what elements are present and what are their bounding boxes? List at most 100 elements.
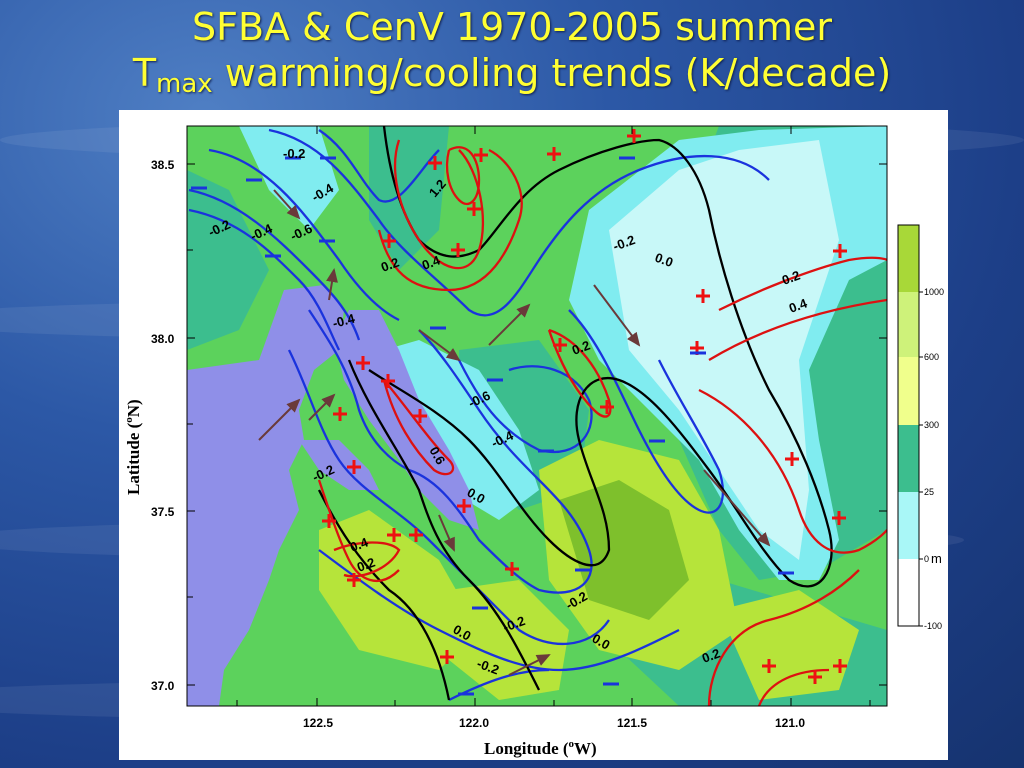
wind-arrow bbox=[258, 398, 301, 441]
contour-label: -0.4 bbox=[331, 310, 357, 330]
warming-station-marker bbox=[505, 562, 519, 576]
warming-station-marker bbox=[382, 234, 396, 248]
warming-station-marker bbox=[381, 374, 395, 388]
warming-station-marker bbox=[451, 243, 465, 257]
wind-arrow bbox=[508, 654, 551, 676]
warming-station-marker bbox=[347, 573, 361, 587]
cooling-contour bbox=[287, 349, 610, 646]
colorbar-tick-label: -100 bbox=[924, 621, 942, 631]
zero-contour bbox=[368, 126, 833, 588]
contour-label: 0.2 bbox=[379, 255, 401, 275]
contour-label: 0.4 bbox=[348, 534, 371, 555]
x-axis-label: Longitude (oW) bbox=[484, 738, 597, 758]
warming-station-marker bbox=[467, 202, 481, 216]
x-tick-labels: 122.5 122.0 121.5 121.0 bbox=[303, 716, 805, 730]
colorbar-tick-label: 25 bbox=[924, 487, 934, 497]
warming-contour bbox=[445, 146, 481, 206]
cooling-contour bbox=[268, 128, 770, 317]
warming-station-marker bbox=[553, 338, 567, 352]
cooling-contour bbox=[318, 549, 680, 672]
warming-station-marker bbox=[413, 409, 427, 423]
map-svg: -0.2 -0.4 -0.2 -0.4 -0.6 1.2 0.2 0.4 -0.… bbox=[123, 125, 944, 758]
cooling-stations bbox=[191, 156, 794, 696]
elevation-colorbar: 1000 600 300 25 0 -100 m bbox=[897, 224, 944, 631]
contour-label: 0.4 bbox=[420, 252, 443, 273]
x-tick-label: 122.5 bbox=[303, 716, 333, 730]
wind-arrow bbox=[308, 393, 336, 421]
wind-arrow bbox=[593, 284, 641, 347]
wind-arrow bbox=[488, 303, 531, 346]
wind-arrow bbox=[438, 514, 455, 552]
warming-station-marker bbox=[347, 460, 361, 474]
warming-station-marker bbox=[808, 670, 822, 684]
y-tick-label: 38.0 bbox=[151, 332, 175, 346]
warming-contour bbox=[718, 256, 887, 312]
y-tick-labels: 38.5 38.0 37.5 37.0 bbox=[151, 158, 175, 693]
x-tick-label: 121.0 bbox=[775, 716, 805, 730]
warming-contour bbox=[708, 298, 887, 361]
y-tick-label: 37.0 bbox=[151, 679, 175, 693]
wind-arrow bbox=[703, 469, 771, 547]
warming-contour bbox=[698, 388, 887, 554]
contour-label: 0.0 bbox=[653, 250, 675, 270]
cooling-contour bbox=[568, 309, 724, 514]
warming-station-marker bbox=[547, 147, 561, 161]
axis-tick-marks bbox=[187, 126, 887, 706]
warming-station-marker bbox=[428, 156, 442, 170]
wind-arrow bbox=[273, 189, 301, 220]
warming-station-marker bbox=[762, 659, 776, 673]
warming-contour bbox=[707, 569, 860, 706]
warming-station-marker bbox=[356, 356, 370, 370]
cooling-contour bbox=[188, 208, 341, 351]
warming-contour bbox=[317, 479, 400, 582]
warming-station-marker bbox=[457, 499, 471, 513]
warming-station-marker bbox=[600, 400, 614, 414]
contour-label: 0.2 bbox=[570, 338, 592, 358]
title-line-2: Tmax warming/cooling trends (K/decade) bbox=[0, 50, 1024, 107]
warming-station-marker bbox=[696, 289, 710, 303]
warming-station-marker bbox=[322, 514, 336, 528]
contour-label: 0.2 bbox=[355, 555, 377, 575]
wind-arrow bbox=[418, 329, 461, 362]
warming-contour bbox=[333, 541, 401, 578]
cooling-contour bbox=[208, 148, 400, 322]
warming-station-marker bbox=[440, 650, 454, 664]
warming-station-marker bbox=[333, 407, 347, 421]
warming-contour bbox=[382, 379, 455, 476]
cooling-contour bbox=[318, 129, 440, 203]
x-tick-label: 122.0 bbox=[459, 716, 489, 730]
map-figure: -0.2 -0.4 -0.2 -0.4 -0.6 1.2 0.2 0.4 -0.… bbox=[119, 110, 948, 760]
y-axis-label: Latitude (oN) bbox=[123, 399, 143, 495]
slide-title: SFBA & CenV 1970-2005 summer Tmax warmin… bbox=[0, 4, 1024, 107]
warming-contour bbox=[377, 148, 523, 292]
contour-label: -0.2 bbox=[501, 613, 527, 635]
colorbar-tick-label: 0 bbox=[924, 554, 929, 564]
y-tick-label: 38.5 bbox=[151, 158, 175, 172]
colorbar-unit: m bbox=[931, 551, 942, 566]
warming-contour bbox=[547, 328, 612, 418]
contour-label: 0.4 bbox=[787, 295, 810, 316]
warming-station-marker bbox=[409, 528, 423, 542]
colorbar-tick-label: 600 bbox=[924, 352, 939, 362]
title-rest: warming/cooling trends (K/decade) bbox=[212, 51, 892, 95]
warming-stations bbox=[322, 129, 847, 684]
warming-station-marker bbox=[832, 511, 846, 525]
contour-label: -0.2 bbox=[475, 656, 501, 678]
y-tick-label: 37.5 bbox=[151, 505, 175, 519]
wind-arrow bbox=[326, 268, 338, 301]
warming-contour bbox=[393, 139, 485, 270]
colorbar-tick-label: 300 bbox=[924, 420, 939, 430]
contour-label: 0.2 bbox=[780, 268, 802, 288]
zero-contour bbox=[317, 489, 451, 701]
warming-station-marker bbox=[474, 148, 488, 162]
title-t: T bbox=[132, 51, 157, 95]
title-sub-max: max bbox=[156, 69, 213, 99]
title-line-1: SFBA & CenV 1970-2005 summer bbox=[191, 5, 833, 49]
warming-station-marker bbox=[833, 244, 847, 258]
warming-station-marker bbox=[833, 659, 847, 673]
map-frame bbox=[186, 125, 888, 707]
cooling-contour bbox=[308, 309, 593, 594]
contour-lines bbox=[188, 126, 887, 706]
contour-labels: -0.2 -0.4 -0.2 -0.4 -0.6 1.2 0.2 0.4 -0.… bbox=[206, 146, 810, 677]
wind-arrows bbox=[258, 189, 771, 676]
